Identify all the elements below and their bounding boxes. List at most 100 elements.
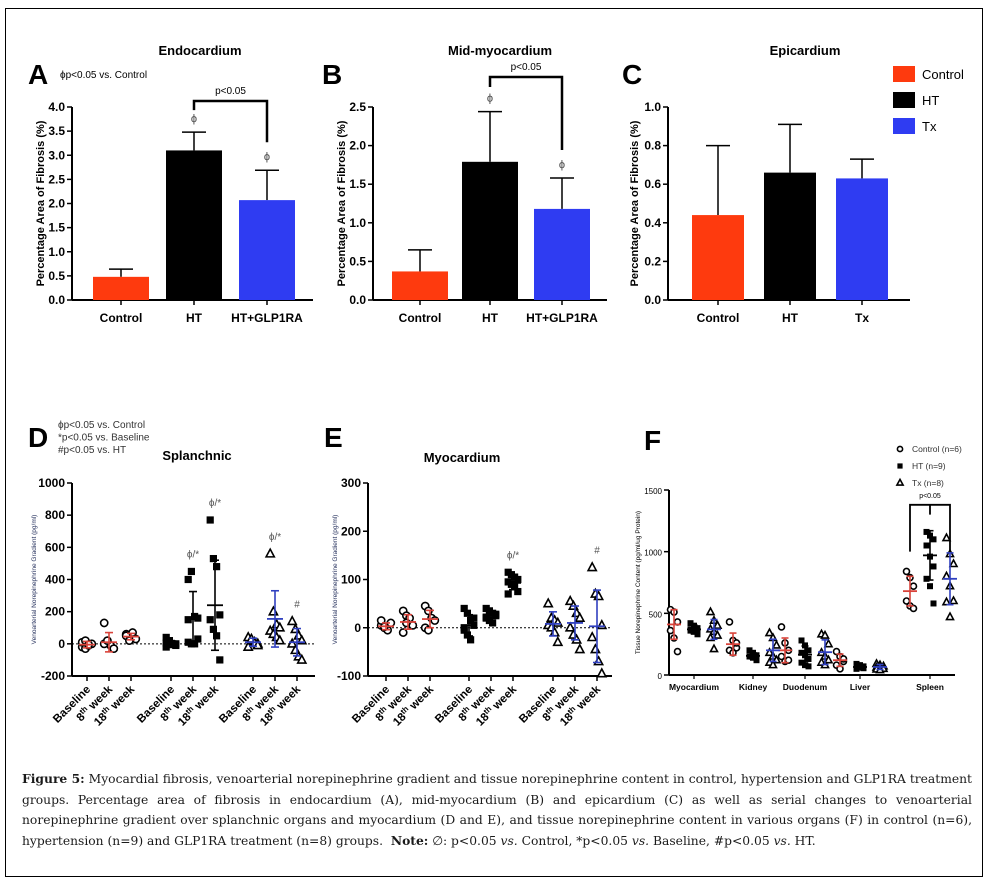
y-tick-label: 0.6 bbox=[644, 177, 661, 191]
significance-marker: ϕ bbox=[559, 159, 565, 171]
y-axis-label: Venoarterial Norepinephrine Gradient (pg… bbox=[31, 515, 38, 645]
data-point-triangle bbox=[941, 532, 952, 542]
caption-text: Myocardial fibrosis, venoarterial norepi… bbox=[22, 772, 972, 848]
data-point-circle bbox=[666, 626, 675, 635]
x-tick-label: Kidney bbox=[739, 682, 768, 692]
data-point-square bbox=[470, 614, 478, 622]
data-point-circle bbox=[896, 445, 904, 453]
data-point-triangle bbox=[712, 619, 723, 629]
data-point-triangle bbox=[596, 619, 608, 630]
y-tick-label: 0.0 bbox=[48, 293, 65, 307]
data-point-square bbox=[687, 620, 694, 627]
caption-note-2: Control, *p<0.05 bbox=[517, 833, 632, 848]
x-tick-label: HT bbox=[186, 311, 203, 325]
y-tick-label: 0 bbox=[354, 621, 361, 635]
caption-note-0: ∅: p<0.05 bbox=[428, 833, 501, 848]
data-point-square bbox=[216, 656, 224, 664]
data-point-square bbox=[805, 655, 812, 662]
caption-note-3: vs. bbox=[631, 833, 650, 848]
caption-note-4: Baseline, #p<0.05 bbox=[649, 833, 774, 848]
y-axis-label: Tissue Norepinephrine Content (pg/ml/ug … bbox=[635, 511, 642, 654]
y-axis-label: Percentage Area of Fibrosis (%) bbox=[336, 120, 348, 286]
legend-swatch-control bbox=[893, 66, 915, 82]
data-point-square bbox=[187, 567, 195, 576]
data-point-square bbox=[930, 563, 937, 570]
data-point-square bbox=[805, 663, 812, 670]
caption-note-label: Note: bbox=[390, 832, 429, 848]
data-point-triangle bbox=[574, 643, 586, 654]
bar-control bbox=[692, 215, 744, 300]
data-point-square bbox=[798, 637, 805, 644]
caption-note-6: HT. bbox=[790, 833, 816, 848]
data-point-square bbox=[805, 647, 812, 654]
legend-label: Control (n=6) bbox=[912, 444, 962, 454]
data-point-circle bbox=[124, 636, 134, 646]
data-point-circle bbox=[109, 644, 119, 654]
y-tick-label: 1.0 bbox=[48, 245, 65, 259]
data-point-square bbox=[206, 616, 214, 624]
data-point-square bbox=[460, 624, 468, 632]
data-point-triangle bbox=[593, 655, 605, 666]
bar-ht bbox=[764, 172, 816, 300]
data-point-triangle bbox=[574, 611, 586, 622]
significance-marker: # bbox=[594, 545, 600, 556]
data-point-triangle bbox=[705, 606, 716, 616]
data-point-triangle bbox=[764, 647, 775, 657]
data-point-square bbox=[216, 611, 224, 619]
y-tick-label: 1.0 bbox=[644, 100, 661, 114]
data-point-square bbox=[514, 575, 522, 584]
data-point-triangle bbox=[586, 561, 598, 572]
data-point-triangle bbox=[895, 477, 905, 486]
y-tick-label: -200 bbox=[41, 669, 65, 683]
panel-title: Epicardium bbox=[770, 43, 841, 58]
figure-caption: Figure 5: Myocardial fibrosis, venoarter… bbox=[22, 769, 972, 851]
y-tick-label: 1000 bbox=[38, 476, 65, 490]
y-tick-label: 0.5 bbox=[349, 254, 366, 268]
panel-letter: E bbox=[324, 422, 343, 453]
data-point-square bbox=[482, 613, 490, 621]
y-tick-label: 2.5 bbox=[48, 172, 65, 186]
y-tick-label: 3.0 bbox=[48, 148, 65, 162]
data-point-circle bbox=[401, 618, 411, 628]
bar-ht-glp1ra bbox=[239, 200, 295, 300]
significance-note: ϕp<0.05 vs. Control bbox=[60, 70, 147, 81]
data-point-square bbox=[694, 625, 701, 632]
data-point-square bbox=[492, 610, 500, 618]
x-tick-label: HT bbox=[482, 311, 499, 325]
y-tick-label: 4.0 bbox=[48, 100, 65, 114]
y-tick-label: 400 bbox=[45, 573, 65, 587]
data-point-square bbox=[923, 528, 930, 535]
data-point-square bbox=[897, 463, 903, 469]
significance-note: *p<0.05 vs. Baseline bbox=[58, 433, 150, 444]
y-tick-label: 300 bbox=[341, 476, 361, 490]
significance-bracket bbox=[909, 503, 951, 552]
x-tick-label: HT+GLP1RA bbox=[526, 311, 598, 325]
bar-ht bbox=[462, 161, 518, 300]
x-tick-label: Control bbox=[697, 311, 740, 325]
data-point-square bbox=[194, 635, 202, 643]
y-tick-label: 200 bbox=[45, 605, 65, 619]
caption-label: Figure 5: bbox=[22, 771, 85, 786]
x-tick-label: Myocardium bbox=[669, 682, 720, 692]
caption-note-1: vs. bbox=[500, 833, 518, 848]
data-point-square bbox=[930, 600, 937, 607]
panel-title: Mid-myocardium bbox=[448, 43, 552, 58]
chart-F: 0 500 1000 1500 Tissue Norepinephrine Conten… bbox=[635, 425, 962, 692]
data-point-square bbox=[463, 609, 471, 617]
panel-title: Endocardium bbox=[158, 43, 241, 58]
y-tick-label: 0.2 bbox=[644, 254, 661, 268]
y-tick-label: 2.5 bbox=[349, 100, 366, 114]
legend-label: HT (n=9) bbox=[912, 461, 946, 471]
data-point-triangle bbox=[941, 570, 952, 580]
data-point-triangle bbox=[264, 547, 276, 558]
y-tick-label: 0.5 bbox=[48, 269, 65, 283]
x-tick-label: Control bbox=[100, 311, 143, 325]
data-point-square bbox=[802, 662, 808, 669]
data-point-square bbox=[853, 660, 860, 667]
data-point-triangle bbox=[542, 597, 554, 608]
data-point-circle bbox=[909, 582, 918, 591]
data-point-square bbox=[923, 542, 930, 549]
y-tick-label: 2.0 bbox=[349, 139, 366, 153]
